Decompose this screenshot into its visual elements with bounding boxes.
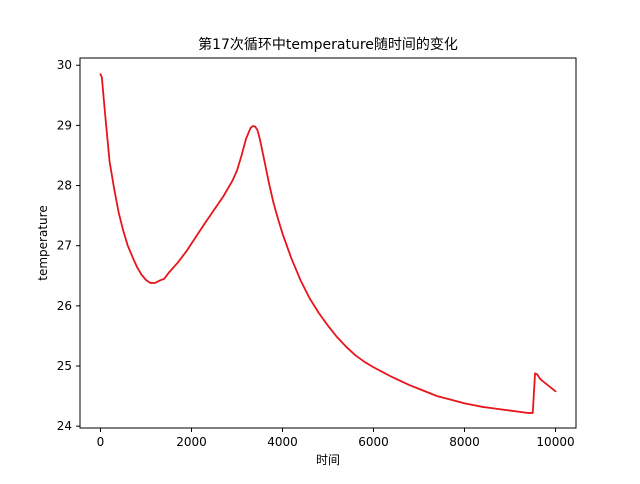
- x-tick-label: 4000: [267, 435, 298, 449]
- plot-frame: [79, 57, 577, 429]
- y-tick-label: 24: [57, 419, 72, 433]
- y-tick-label: 30: [57, 58, 72, 72]
- tick-layer: 0 2000 4000 6000 8000 10000 24 25 26 27 28 29 30: [57, 58, 575, 449]
- x-tick-label: 0: [97, 435, 105, 449]
- series-line-0: [99, 73, 557, 414]
- x-tick-label: 2000: [176, 435, 207, 449]
- y-tick-label: 27: [57, 239, 72, 253]
- x-tick-label: 8000: [449, 435, 480, 449]
- chart-title: 第17次循环中temperature随时间的变化: [198, 36, 458, 53]
- plot-layer: [99, 73, 557, 414]
- y-tick-label: 29: [57, 118, 72, 132]
- y-axis-label: temperature: [36, 205, 50, 280]
- y-tick-label: 25: [57, 359, 72, 373]
- y-tick-label: 26: [57, 299, 72, 313]
- x-tick-label: 6000: [358, 435, 389, 449]
- x-tick-label: 10000: [536, 435, 574, 449]
- x-axis-label: 时间: [316, 453, 340, 467]
- y-tick-label: 28: [57, 179, 72, 193]
